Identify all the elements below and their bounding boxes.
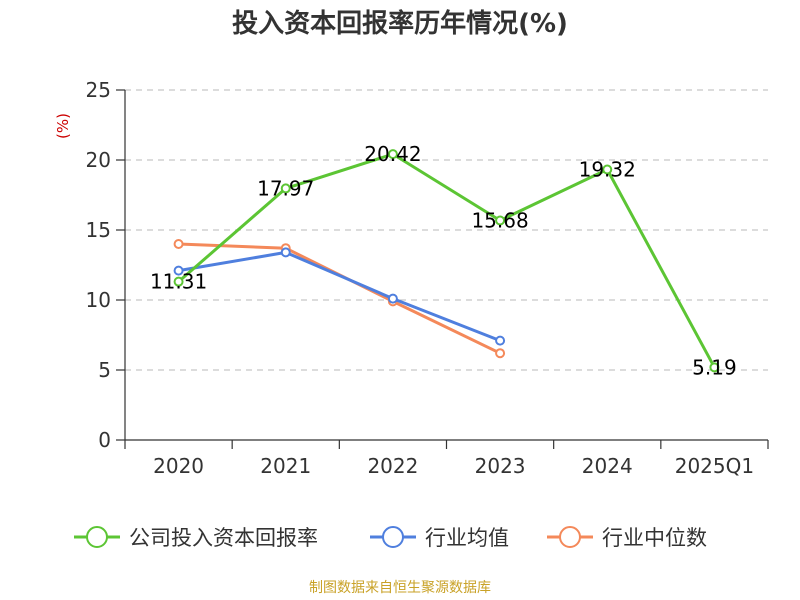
data-point xyxy=(602,164,613,175)
chart-title: 投入资本回报率历年情况(%) xyxy=(232,9,568,39)
data-source-note: 制图数据来自恒生聚源数据库 xyxy=(309,580,491,596)
series-line xyxy=(178,242,501,355)
legend-swatch-marker xyxy=(86,526,108,548)
axes: 0 5 10 15 20 25 2020 2021 2022 2023 2024 2025Q1 xyxy=(86,78,769,478)
y-tick-label: 5 xyxy=(98,358,111,382)
y-tick-label: 15 xyxy=(86,218,111,242)
y-tick-label: 20 xyxy=(86,148,111,172)
x-tick-label: 2022 xyxy=(367,454,418,478)
legend-label: 行业均值 xyxy=(425,526,509,550)
x-tick-label: 2021 xyxy=(260,454,311,478)
series-line xyxy=(177,152,716,369)
data-point xyxy=(495,215,506,226)
y-tick-label: 25 xyxy=(86,78,111,102)
data-point xyxy=(387,293,398,304)
series-lines xyxy=(173,149,720,373)
data-label: 17.97 xyxy=(257,176,314,200)
legend-swatch-marker xyxy=(559,526,581,548)
legend-label: 行业中位数 xyxy=(602,526,707,550)
data-point xyxy=(709,362,720,373)
data-label: 20.42 xyxy=(364,142,421,166)
data-label: 5.19 xyxy=(692,355,737,379)
x-tick-label: 2025Q1 xyxy=(675,454,754,478)
data-point xyxy=(173,276,184,287)
y-tick-label: 0 xyxy=(98,428,111,452)
data-point xyxy=(280,183,291,194)
data-point xyxy=(280,247,291,258)
data-point xyxy=(495,335,506,346)
x-tick-label: 2020 xyxy=(153,454,204,478)
series-line xyxy=(178,250,501,342)
data-label: 15.68 xyxy=(471,208,528,232)
data-point xyxy=(173,265,184,276)
data-label: 11.31 xyxy=(150,270,207,294)
legend-label: 公司投入资本回报率 xyxy=(129,526,318,550)
y-tick-label: 10 xyxy=(86,288,111,312)
data-point xyxy=(495,348,506,359)
x-tick-label: 2024 xyxy=(582,454,633,478)
grid-lines xyxy=(125,89,768,371)
data-labels: 11.31 17.97 20.42 15.68 19.32 5.19 xyxy=(150,142,737,379)
data-point xyxy=(173,239,184,249)
legend-swatch-marker xyxy=(382,526,404,548)
x-tick-label: 2023 xyxy=(475,454,526,478)
y-axis-unit-label: (%) xyxy=(54,113,72,139)
data-label: 19.32 xyxy=(579,158,636,182)
data-point xyxy=(387,149,398,160)
legend: 公司投入资本回报率 行业均值 行业中位数 xyxy=(74,526,707,550)
